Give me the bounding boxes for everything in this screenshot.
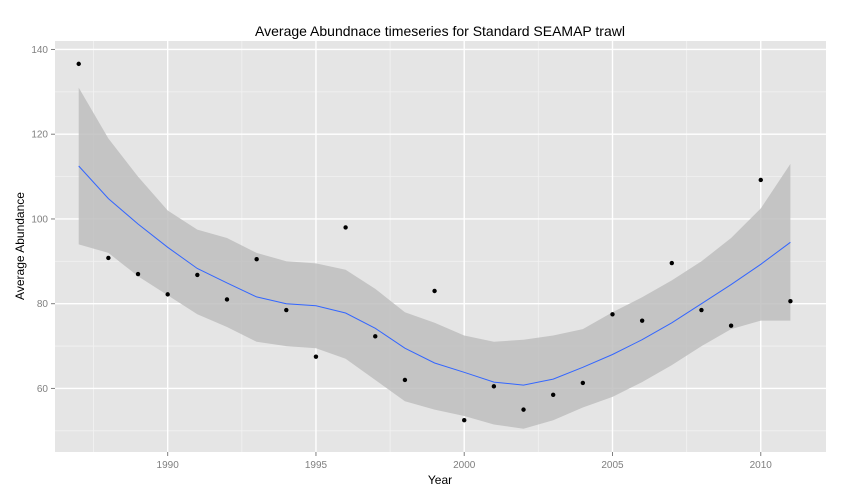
data-point <box>462 418 467 423</box>
data-point <box>224 297 230 302</box>
data-point <box>165 292 170 297</box>
x-tick-label: 1995 <box>305 460 328 471</box>
data-point <box>284 307 289 313</box>
x-axis-title: Year <box>428 473 452 487</box>
data-point <box>521 407 526 412</box>
confidence-ribbon <box>78 87 791 429</box>
data-point <box>699 307 704 313</box>
x-tick-label: 1990 <box>157 460 180 471</box>
confidence-band <box>78 87 791 429</box>
y-tick-label: 100 <box>31 214 48 225</box>
smooth-line <box>78 165 791 386</box>
data-point <box>76 61 81 67</box>
data-points <box>76 61 793 423</box>
data-point <box>373 334 378 339</box>
data-point <box>135 271 141 277</box>
data-point <box>758 177 763 183</box>
data-point <box>313 354 319 359</box>
data-point <box>610 312 615 317</box>
x-tick-label: 2010 <box>750 460 773 471</box>
y-tick-label: 80 <box>37 299 49 310</box>
data-point <box>402 377 408 383</box>
x-tick-label: 2000 <box>453 460 476 471</box>
data-point <box>728 323 734 328</box>
data-point <box>788 298 793 304</box>
data-point <box>343 225 348 230</box>
data-point <box>639 318 645 323</box>
data-point <box>491 384 497 389</box>
y-axis-ticks: 60 80 100 120 140 <box>31 45 55 395</box>
smooth-line-path <box>78 165 791 386</box>
y-tick-label: 140 <box>31 45 48 56</box>
y-tick-label: 60 <box>37 384 49 395</box>
data-point <box>195 272 200 278</box>
x-axis-ticks: 1990 1995 2000 2005 2010 <box>157 452 773 471</box>
x-tick-label: 2005 <box>601 460 624 471</box>
data-point <box>432 288 437 294</box>
y-axis-title: Average Abundance <box>13 192 27 300</box>
chart-title: Average Abundnace timeseries for Standar… <box>255 23 625 39</box>
data-point <box>106 255 111 261</box>
data-point <box>550 392 556 397</box>
data-point <box>580 380 586 386</box>
y-tick-label: 120 <box>31 130 48 141</box>
data-point <box>669 260 674 266</box>
data-point <box>254 257 259 262</box>
